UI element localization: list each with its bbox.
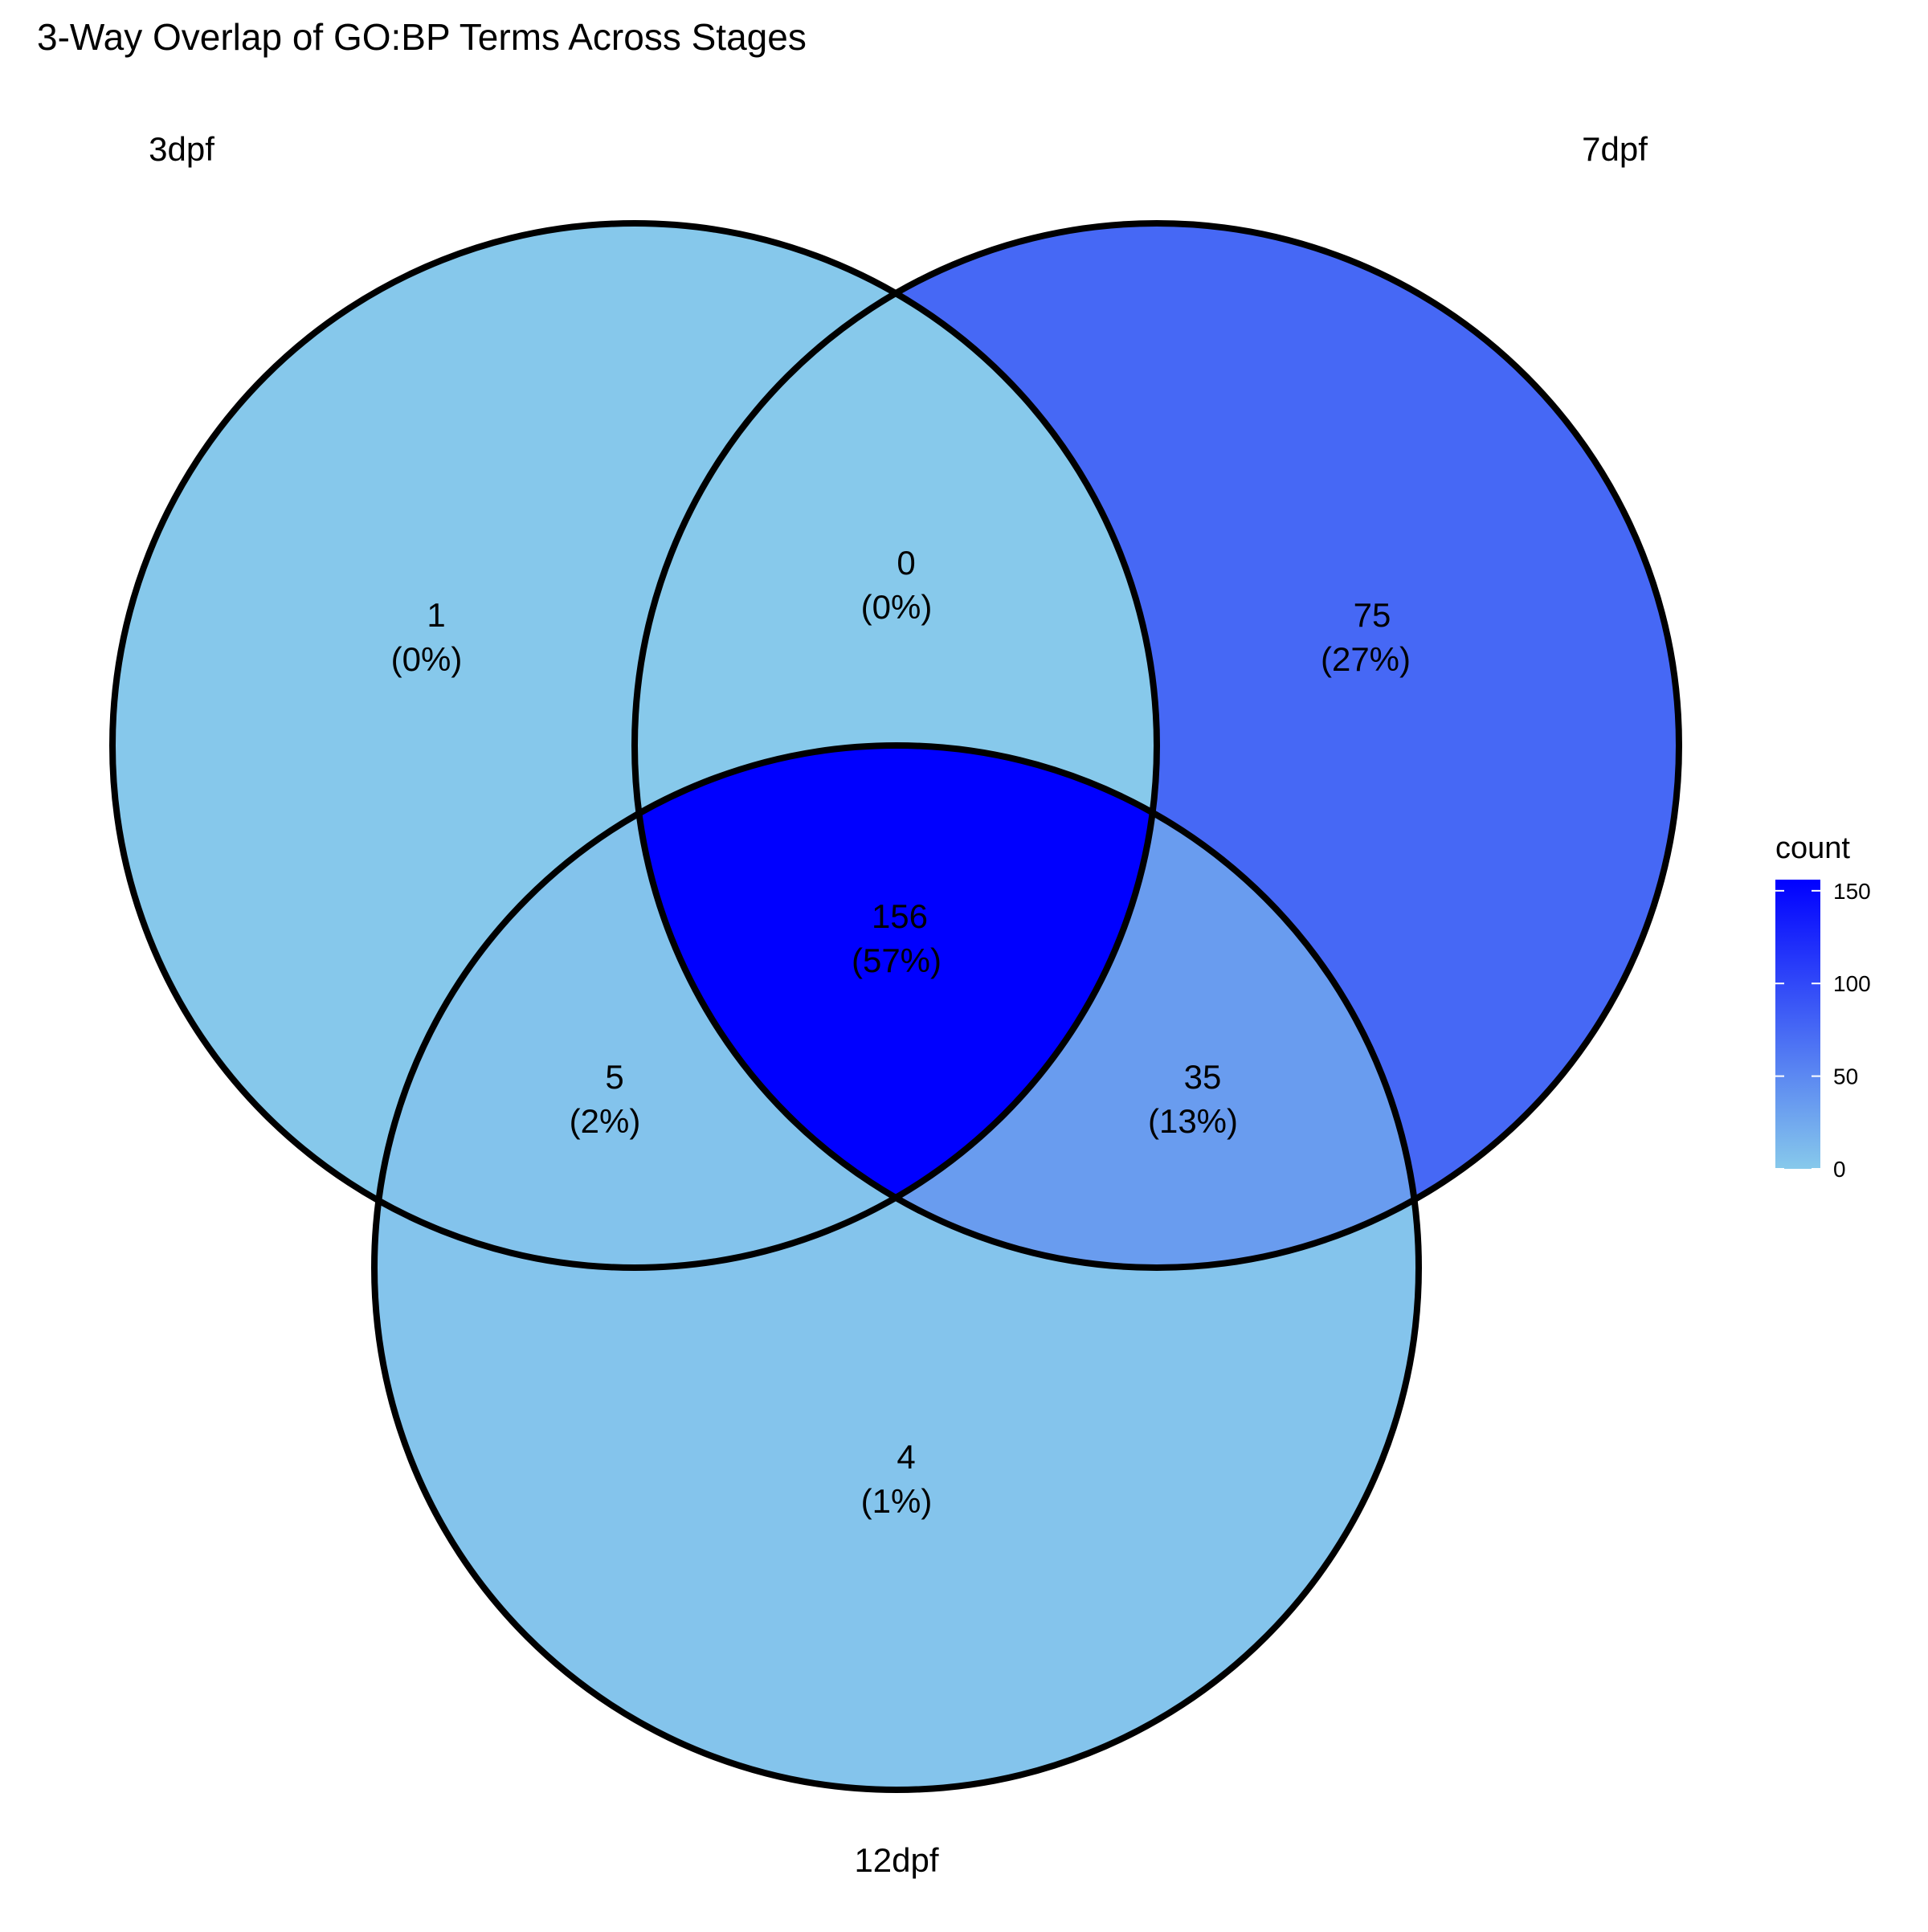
set-circle-7dpf — [631, 220, 1682, 1271]
set-label-12dpf: 12dpf — [854, 1841, 938, 1879]
chart-title: 3-Way Overlap of GO:BP Terms Across Stag… — [37, 16, 807, 58]
set-circle-3dpf — [109, 220, 1160, 1271]
legend-tick-label: 100 — [1833, 971, 1871, 996]
region-count-3dpf-7dpf: 0 — [897, 544, 915, 582]
legend-tick-label: 150 — [1833, 879, 1871, 904]
region-percent-3dpf-12dpf: (2%) — [570, 1102, 641, 1140]
region-percent-12dpf-only: (1%) — [861, 1482, 933, 1520]
color-legend: count 0 50 100 150 — [1775, 831, 1871, 1182]
legend-title: count — [1775, 831, 1850, 865]
region-percent-3dpf-only: (0%) — [391, 640, 463, 678]
legend-colorbar — [1775, 880, 1820, 1169]
set-circle-12dpf — [371, 742, 1422, 1793]
set-label-3dpf: 3dpf — [149, 130, 214, 168]
region-percent-7dpf-only: (27%) — [1321, 640, 1411, 678]
region-count-all-three: 156 — [872, 897, 928, 935]
region-count-12dpf-only: 4 — [897, 1438, 915, 1476]
region-count-7dpf-12dpf: 35 — [1184, 1058, 1222, 1096]
region-count-3dpf-12dpf: 5 — [605, 1058, 623, 1096]
legend-tick-label: 0 — [1833, 1157, 1846, 1182]
legend-tick-label: 50 — [1833, 1064, 1858, 1089]
region-percent-3dpf-7dpf: (0%) — [861, 588, 933, 626]
region-all-three — [635, 745, 1157, 1268]
set-label-7dpf: 7dpf — [1582, 130, 1648, 168]
region-count-7dpf-only: 75 — [1354, 596, 1391, 634]
region-count-3dpf-only: 1 — [427, 596, 445, 634]
region-percent-7dpf-12dpf: (13%) — [1148, 1102, 1238, 1140]
region-percent-all-three: (57%) — [852, 941, 942, 979]
